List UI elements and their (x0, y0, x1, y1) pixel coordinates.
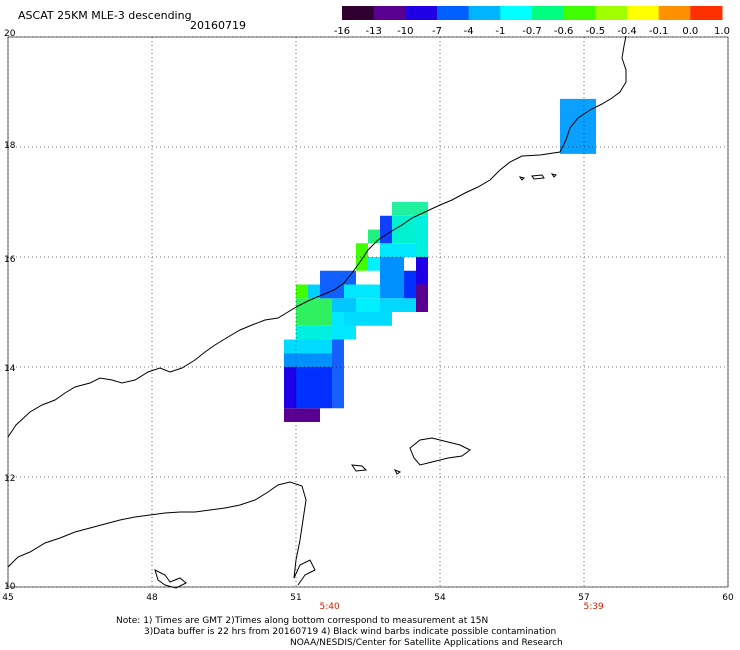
somalia-coastline (7, 481, 316, 586)
wind-cell (392, 215, 416, 244)
wind-cell (332, 325, 344, 409)
lon-label-60: 60 (722, 593, 734, 603)
lon-label-48: 48 (146, 593, 158, 603)
colorbar-tick-label: -0.7 (522, 26, 542, 37)
wind-cell (284, 408, 320, 422)
wind-cell (392, 202, 428, 216)
colorbar-swatch (532, 6, 565, 20)
somali-islet (154, 569, 187, 589)
colorbar-tick-label: -0.4 (617, 26, 637, 37)
wind-cell (284, 353, 332, 367)
colorbar-swatch (342, 6, 375, 20)
wind-cell (296, 284, 308, 299)
wind-cell (380, 257, 404, 299)
wind-cell (380, 243, 416, 257)
wind-cell (416, 284, 428, 312)
wind-cell (368, 229, 380, 244)
wind-cell (416, 257, 428, 285)
wind-cell (356, 243, 368, 271)
coastline (7, 35, 627, 589)
colorbar-tick-label: 0.0 (682, 26, 699, 37)
small-island-3 (518, 173, 557, 181)
plot-frame (7, 36, 729, 588)
socotra-island (409, 437, 471, 466)
note-line-3: NOAA/NESDIS/Center for Satellite Applica… (290, 638, 563, 648)
pass-time-label: 5:39 (583, 602, 604, 612)
wind-cell (284, 339, 332, 354)
wind-cell (344, 312, 392, 326)
product-date: 20160719 (190, 19, 246, 32)
wind-cell (560, 98, 596, 154)
colorbar-swatch (468, 6, 501, 20)
colorbar-tick-label: -1 (495, 26, 506, 37)
wind-cell (344, 284, 380, 299)
colorbar-swatch (690, 6, 723, 20)
small-island-1 (350, 464, 368, 472)
colorbar-tick-label: -0.5 (585, 26, 606, 37)
colorbar (342, 6, 723, 20)
lat-label-18: 18 (4, 141, 16, 151)
colorbar-tick-label: -13 (365, 26, 382, 37)
colorbar-tick-label: -0.1 (648, 26, 669, 37)
lat-label-16: 16 (4, 255, 16, 265)
colorbar-swatch (405, 6, 438, 20)
colorbar-tick-label: 1.0 (714, 26, 730, 37)
wind-cell (404, 270, 416, 299)
note-line-1: Note: 1) Times are GMT 2)Times along bot… (116, 616, 489, 626)
colorbar-swatch (373, 6, 406, 20)
wind-cell (296, 298, 332, 326)
lat-label-20: 20 (4, 29, 16, 39)
arabian-coastline (7, 35, 627, 438)
lat-label-12: 12 (4, 474, 16, 484)
lon-label-57: 57 (578, 593, 590, 603)
wind-cell (380, 215, 392, 244)
colorbar-swatch (627, 6, 660, 20)
colorbar-tick-label: -7 (432, 26, 442, 37)
lon-label-45: 45 (2, 593, 14, 603)
colorbar-swatch (658, 6, 691, 20)
product-title: ASCAT 25KM MLE-3 descending (18, 9, 192, 22)
lon-label-51: 51 (290, 593, 302, 603)
wind-cell (416, 215, 428, 257)
wind-cells (284, 98, 596, 422)
wind-cell (356, 298, 380, 312)
colorbar-swatch (437, 6, 470, 20)
colorbar-tick-label: -4 (463, 26, 474, 37)
colorbar-tick-label: -16 (333, 26, 351, 37)
colorbar-swatch (595, 6, 628, 20)
lat-label-14: 14 (4, 364, 16, 374)
colorbar-swatch (563, 6, 596, 20)
lat-label-10: 10 (4, 582, 16, 592)
colorbar-tick-label: -0.6 (553, 26, 574, 37)
lon-label-54: 54 (434, 593, 446, 603)
colorbar-swatch (500, 6, 533, 20)
note-line-2: 3)Data buffer is 22 hrs from 20160719 4)… (144, 627, 557, 637)
wind-cell (332, 298, 356, 312)
colorbar-tick-label: -10 (397, 26, 414, 37)
small-island-2 (393, 469, 402, 475)
pass-time-label: 5:40 (319, 602, 340, 612)
